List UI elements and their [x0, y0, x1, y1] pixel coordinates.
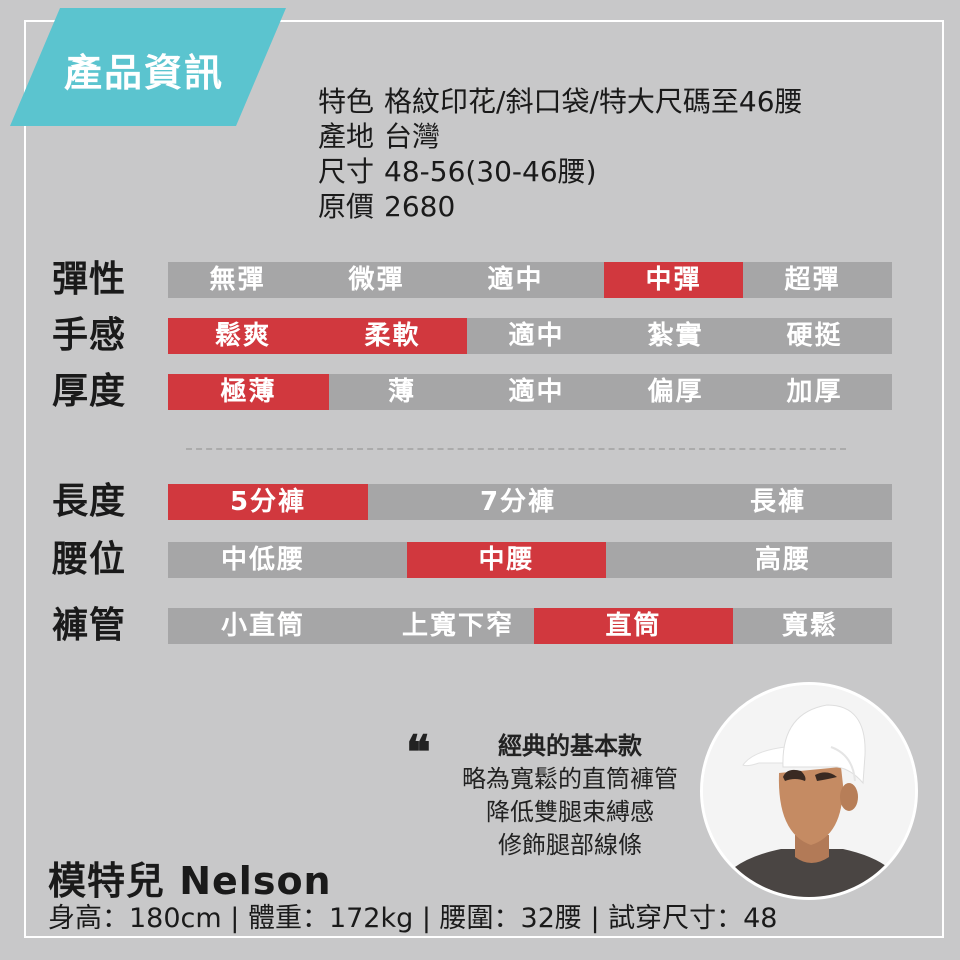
rating-option: 偏厚	[647, 377, 704, 407]
rating-option: 適中	[508, 321, 565, 351]
rating-option: 適中	[508, 377, 565, 407]
rating-option: 薄	[387, 377, 416, 407]
rating-row-thickness: 厚度 極薄 薄 適中 偏厚 加厚	[52, 372, 892, 412]
rating-option: 中低腰	[220, 545, 305, 575]
rating-bar: 5分褲 7分褲 長褲	[168, 484, 892, 520]
model-name: 模特兒 Nelson	[48, 859, 332, 903]
quote-line: 經典的基本款	[498, 732, 642, 760]
info-row-origin: 產地 台灣	[318, 120, 441, 153]
section-divider	[186, 448, 846, 450]
rating-label: 腰位	[52, 539, 127, 580]
rating-bar: 無彈 微彈 適中 中彈 超彈	[168, 262, 892, 298]
rating-option: 寬鬆	[781, 611, 838, 641]
rating-option: 小直筒	[220, 611, 305, 641]
rating-option: 柔軟	[318, 318, 467, 354]
rating-option: 中彈	[604, 262, 743, 298]
rating-option: 硬挺	[786, 321, 843, 351]
rating-label: 長度	[52, 481, 127, 522]
rating-option: 5分褲	[168, 484, 368, 520]
rating-option: 極薄	[168, 374, 329, 410]
info-row-size: 尺寸 48-56(30-46腰)	[318, 155, 597, 188]
rating-row-length: 長度 5分褲 7分褲 長褲	[52, 482, 892, 522]
quote-line: 降低雙腿束縛感	[486, 798, 654, 826]
rating-label: 手感	[52, 315, 127, 356]
info-row-feature: 特色 格紋印花/斜口袋/特大尺碼至46腰	[318, 85, 803, 118]
info-row-price: 原價 2680	[318, 190, 456, 223]
rating-bar: 小直筒 上寬下窄 直筒 寬鬆	[168, 608, 892, 644]
rating-option: 直筒	[534, 608, 733, 644]
model-portrait	[703, 685, 915, 897]
rating-label: 彈性	[52, 259, 127, 300]
rating-bar: 極薄 薄 適中 偏厚 加厚	[168, 374, 892, 410]
rating-option: 紮實	[647, 321, 704, 351]
model-quote: 經典的基本款 略為寬鬆的直筒褲管 降低雙腿束縛感 修飾腿部線條	[430, 730, 710, 862]
rating-label: 厚度	[52, 371, 127, 412]
product-info: 特色 格紋印花/斜口袋/特大尺碼至46腰 產地 台灣 尺寸 48-56(30-46腰)…	[318, 84, 803, 224]
rating-option: 超彈	[784, 265, 841, 295]
rating-row-feel: 手感 鬆爽 柔軟 適中 紮實 硬挺	[52, 316, 892, 356]
rating-row-elasticity: 彈性 無彈 微彈 適中 中彈 超彈	[52, 260, 892, 300]
rating-option: 微彈	[348, 265, 405, 295]
rating-row-leg: 褲管 小直筒 上寬下窄 直筒 寬鬆	[52, 606, 892, 646]
rating-row-waist: 腰位 中低腰 中腰 高腰	[52, 540, 892, 580]
rating-bar: 鬆爽 柔軟 適中 紮實 硬挺	[168, 318, 892, 354]
section-banner	[10, 8, 286, 126]
quote-line: 略為寬鬆的直筒褲管	[462, 765, 678, 793]
model-avatar	[700, 682, 918, 900]
rating-option: 加厚	[786, 377, 843, 407]
rating-label: 褲管	[52, 605, 127, 646]
model-stats: 身高：180cm | 體重：172kg | 腰圍：32腰 | 試穿尺寸：48	[48, 903, 778, 934]
rating-option: 鬆爽	[168, 318, 318, 354]
content-frame	[24, 20, 944, 938]
rating-option: 無彈	[209, 265, 266, 295]
quote-line: 修飾腿部線條	[498, 831, 642, 859]
banner-title: 產品資訊	[64, 51, 225, 95]
rating-option: 中腰	[407, 542, 606, 578]
rating-bar: 中低腰 中腰 高腰	[168, 542, 892, 578]
rating-option: 高腰	[754, 545, 811, 575]
quote-icon: ❝	[406, 725, 431, 779]
rating-option: 適中	[487, 265, 544, 295]
rating-option: 長褲	[749, 487, 806, 517]
rating-option: 上寬下窄	[401, 611, 514, 641]
rating-option: 7分褲	[479, 487, 557, 517]
